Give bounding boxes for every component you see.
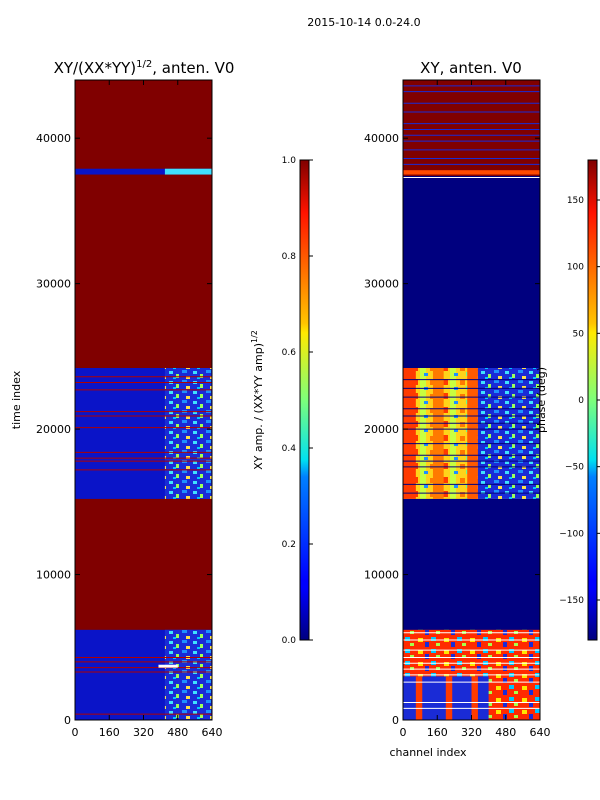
colorbar-tick-label: 0.8 <box>282 252 297 262</box>
y-tick-label: 40000 <box>364 132 399 145</box>
panel1-title: XY/(XX*YY)1/2, anten. V0 <box>54 59 235 77</box>
phase-column <box>471 676 478 720</box>
colorbar-tick-label: 50 <box>573 329 585 339</box>
x-tick-label: 480 <box>167 726 188 739</box>
y-tick-label: 0 <box>392 714 399 727</box>
phase-column <box>432 368 444 499</box>
x-tick-label: 640 <box>530 726 551 739</box>
colorbar-tick-label: −50 <box>565 463 584 473</box>
colorbar-phase: 150 100 50 0 −50 −100 −150 phase (deg) <box>535 159 600 641</box>
x-tick-label: 480 <box>495 726 516 739</box>
phase-column <box>477 368 540 499</box>
strip-band <box>75 168 212 175</box>
colorbar-tick-label: 1.0 <box>282 156 297 166</box>
panel2-heatmap <box>403 80 540 720</box>
y-tick-label: 20000 <box>36 423 71 436</box>
x-tick-label: 0 <box>72 726 79 739</box>
x-tick-label: 640 <box>202 726 223 739</box>
phase-column <box>445 676 453 720</box>
y-tick-label: 0 <box>64 714 71 727</box>
x-tick-label: 320 <box>133 726 154 739</box>
panel-amplitude: XY/(XX*YY)1/2, anten. V0 0 160 320 480 640 0 1… <box>10 59 234 739</box>
panel2-xlabel: channel index <box>389 746 467 759</box>
y-tick-label: 20000 <box>364 423 399 436</box>
colorbar2-gradient <box>587 159 598 641</box>
panel1-heatmap <box>75 80 212 720</box>
colorbar-tick-label: 0.4 <box>282 444 297 454</box>
panel-phase: XY, anten. V0 0 160 320 480 640 0 10000 20000 30… <box>364 59 551 759</box>
y-tick-label: 40000 <box>36 132 71 145</box>
bright-columns <box>164 168 212 175</box>
top-band <box>403 80 540 176</box>
colorbar-tick-label: −100 <box>559 529 584 539</box>
bright-columns <box>164 629 212 720</box>
x-tick-label: 160 <box>427 726 448 739</box>
x-tick-label: 0 <box>400 726 407 739</box>
panel2-title: XY, anten. V0 <box>420 59 522 77</box>
x-tick-label: 320 <box>461 726 482 739</box>
colorbar1-label: XY amp. / (XX*YY amp)1/2 <box>250 330 265 470</box>
phase-strip <box>403 170 540 175</box>
y-tick-label: 10000 <box>364 569 399 582</box>
colorbar-amplitude: 0.0 0.2 0.4 0.6 0.8 1.0 XY amp. / (XX*YY amp)… <box>250 156 313 646</box>
colorbar1-gradient <box>299 159 310 641</box>
colorbar1-ticks: 0.0 0.2 0.4 0.6 0.8 1.0 <box>282 156 313 646</box>
x-tick-label: 160 <box>99 726 120 739</box>
colorbar-tick-label: 0 <box>578 396 584 406</box>
colorbar-tick-label: 100 <box>567 263 584 273</box>
y-tick-label: 30000 <box>364 278 399 291</box>
colorbar-tick-label: 0.6 <box>282 348 297 358</box>
bright-columns <box>164 368 212 499</box>
colorbar-tick-label: 150 <box>567 196 584 206</box>
panel1-axes: 0 160 320 480 640 0 10000 20000 30000 40000 <box>36 80 223 739</box>
phase-column <box>403 368 416 499</box>
gap <box>158 664 178 668</box>
panel2-axes: 0 160 320 480 640 0 10000 20000 30000 40000 <box>364 80 551 739</box>
y-tick-label: 30000 <box>36 278 71 291</box>
panel1-ylabel: time index <box>10 370 23 429</box>
figure-suptitle: 2015-10-14 0.0-24.0 <box>307 16 420 29</box>
y-tick-label: 10000 <box>36 569 71 582</box>
colorbar-tick-label: 0.0 <box>282 636 297 646</box>
colorbar-tick-label: −150 <box>559 596 584 606</box>
phase-column <box>415 676 423 720</box>
colorbar2-label: phase (deg) <box>535 367 548 433</box>
phase-column <box>467 368 478 499</box>
colorbar2-ticks: 150 100 50 0 −50 −100 −150 <box>559 196 600 606</box>
colorbar-tick-label: 0.2 <box>282 540 296 550</box>
